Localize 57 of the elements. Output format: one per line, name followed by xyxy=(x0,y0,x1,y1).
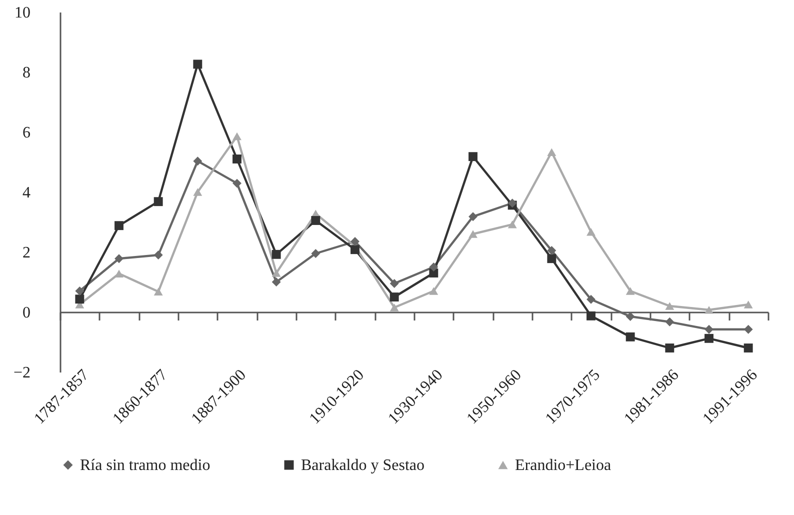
y-tick-label: −2 xyxy=(13,364,30,382)
point xyxy=(704,334,714,343)
point xyxy=(272,278,281,286)
point xyxy=(272,250,281,259)
point xyxy=(468,152,478,162)
point xyxy=(665,317,674,326)
y-tick-label: 6 xyxy=(22,124,30,142)
legend-label: Erandio+Leioa xyxy=(515,457,612,474)
point xyxy=(508,220,517,228)
point xyxy=(154,288,163,296)
point xyxy=(665,302,674,310)
point xyxy=(75,286,84,296)
point xyxy=(311,249,320,258)
point xyxy=(547,246,556,255)
point xyxy=(390,292,399,302)
point xyxy=(232,154,242,164)
point xyxy=(626,332,635,342)
point xyxy=(429,287,438,295)
legend-label: Barakaldo y Sestao xyxy=(301,457,425,474)
point xyxy=(547,148,556,156)
point xyxy=(350,245,360,254)
point xyxy=(704,324,714,334)
point xyxy=(232,178,242,188)
point xyxy=(626,312,635,321)
point xyxy=(744,324,753,334)
point xyxy=(665,344,674,352)
y-tick-label: 4 xyxy=(22,184,30,202)
point xyxy=(390,279,399,288)
point xyxy=(232,132,242,140)
y-tick-label: 10 xyxy=(14,4,30,22)
point xyxy=(586,228,596,236)
point xyxy=(468,230,478,238)
point xyxy=(114,221,124,230)
point xyxy=(626,287,635,295)
point xyxy=(311,216,320,225)
point xyxy=(193,60,202,69)
point xyxy=(547,254,556,264)
point xyxy=(390,304,399,312)
point xyxy=(744,300,753,308)
y-tick-label: 8 xyxy=(22,64,30,82)
point xyxy=(193,156,202,166)
point xyxy=(154,250,163,260)
y-tick-label: 2 xyxy=(22,244,30,262)
point xyxy=(429,262,438,272)
point xyxy=(586,294,596,304)
point xyxy=(586,311,596,320)
point xyxy=(704,306,714,314)
legend-label: Ría sin tramo medio xyxy=(80,457,210,474)
point xyxy=(744,344,753,352)
point xyxy=(350,237,360,246)
point xyxy=(193,188,202,196)
point xyxy=(272,269,281,277)
point xyxy=(114,254,124,264)
y-tick-label: 0 xyxy=(22,304,30,322)
point xyxy=(154,197,163,206)
point xyxy=(75,294,84,304)
point xyxy=(468,212,478,222)
